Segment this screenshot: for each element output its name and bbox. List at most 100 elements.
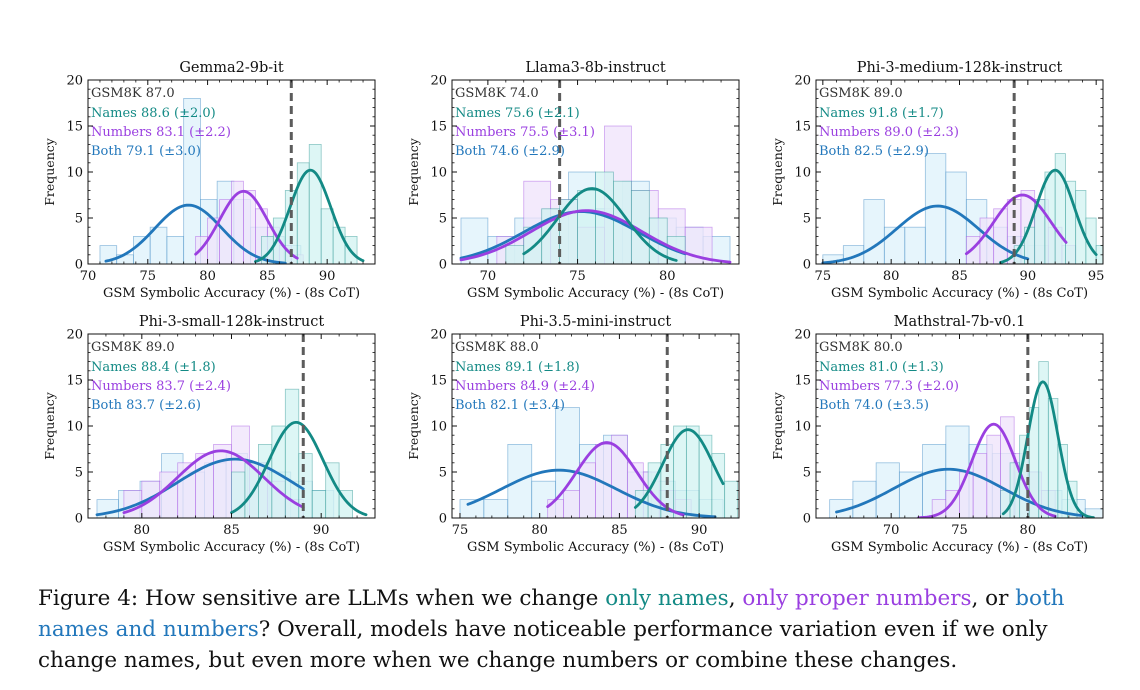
subplot-5: 0 5 10 15 20 75 80 85 90 Phi-3.5-mini-instruct GSM… (406, 314, 740, 555)
kde-curve-both (95, 457, 305, 517)
kde-curve-names (230, 420, 368, 517)
legend-numbers: Numbers 83.1 (±2.2) (91, 125, 231, 140)
chart-title: Gemma2-9b-it (179, 60, 283, 76)
hist-bar-numbers (177, 462, 197, 518)
y-tick-label: 5 (75, 466, 83, 481)
hist-bar-numbers (986, 434, 1001, 518)
kde-curve-names (254, 168, 365, 263)
x-tick-label: 80 (1020, 523, 1037, 538)
kde-curve-numbers (546, 441, 685, 517)
y-axis-label: Frequency (406, 137, 421, 206)
legend-names: Names 81.0 (±1.3) (819, 360, 944, 375)
plot-area (459, 80, 732, 264)
kde-curve-numbers (964, 193, 1068, 256)
x-axis-label: GSM Symbolic Accuracy (%) - (8s CoT) (467, 286, 724, 301)
x-tick-label: 70 (80, 269, 97, 284)
legend-names: Names 88.6 (±2.0) (91, 106, 216, 121)
hist-bar-numbers (972, 453, 988, 518)
y-tick-label: 5 (803, 466, 811, 481)
hist-bar-numbers (547, 499, 565, 518)
legend-reference: GSM8K 80.0 (819, 340, 903, 355)
y-tick-label: 5 (75, 212, 83, 227)
y-tick-label: 15 (430, 374, 447, 389)
hist-bar-names (577, 189, 596, 264)
kde-curve-numbers (459, 209, 732, 264)
kde-curve-numbers (194, 189, 299, 260)
subplot-4: 0 5 10 15 20 80 85 90 Phi-3-small-128k-instruct G… (42, 314, 376, 555)
legend-numbers: Numbers 83.7 (±2.4) (91, 379, 231, 394)
legend-both: Both 82.1 (±3.4) (455, 398, 565, 413)
caption-sep-1: , (728, 586, 743, 611)
y-tick-label: 15 (66, 374, 83, 389)
y-tick-label: 5 (439, 466, 447, 481)
y-tick-label: 10 (66, 166, 83, 181)
y-tick-label: 20 (430, 328, 447, 343)
hist-bar-names (559, 199, 578, 264)
x-tick-label: 85 (223, 523, 240, 538)
y-axis-label: Frequency (42, 137, 57, 206)
y-tick-label: 0 (439, 258, 447, 273)
x-tick-label: 80 (199, 269, 216, 284)
x-tick-label: 80 (659, 269, 676, 284)
legend-numbers: Numbers 77.3 (±2.0) (819, 379, 959, 394)
hist-bar-numbers (959, 471, 974, 518)
x-tick-label: 85 (259, 269, 276, 284)
hist-bar-names (505, 245, 525, 264)
plot-area (829, 334, 1103, 518)
chart-title: Llama3-8b-instruct (525, 60, 665, 76)
legend-reference: GSM8K 87.0 (91, 86, 175, 101)
hist-bar-names (724, 480, 738, 518)
legend-both: Both 83.7 (±2.6) (91, 398, 201, 413)
x-axis-label: GSM Symbolic Accuracy (%) - (8s CoT) (831, 540, 1088, 555)
hist-bar-names (685, 425, 700, 518)
subplot-6: 0 5 10 15 20 70 75 80 Mathstral-7b-v0.1 GSM Symbo… (770, 314, 1104, 555)
y-tick-label: 10 (430, 166, 447, 181)
chart-title: Phi-3-small-128k-instruct (139, 314, 325, 330)
legend-numbers: Numbers 84.9 (±2.4) (455, 379, 595, 394)
legend-numbers: Numbers 89.0 (±2.3) (819, 125, 959, 140)
caption-numbers: only proper numbers (742, 586, 972, 611)
y-tick-label: 0 (803, 512, 811, 527)
x-tick-label: 95 (1088, 269, 1105, 284)
legend-names: Names 75.6 (±2.1) (455, 106, 580, 121)
y-tick-label: 0 (75, 258, 83, 273)
y-tick-label: 5 (803, 212, 811, 227)
y-tick-label: 0 (439, 512, 447, 527)
x-tick-label: 90 (1020, 269, 1037, 284)
legend-numbers: Numbers 75.5 (±3.1) (455, 125, 595, 140)
legend-reference: GSM8K 74.0 (455, 86, 539, 101)
y-tick-label: 10 (430, 420, 447, 435)
x-tick-label: 80 (531, 523, 548, 538)
kde-curve-names (1001, 380, 1095, 518)
y-tick-label: 15 (430, 120, 447, 135)
x-tick-label: 90 (691, 523, 708, 538)
x-tick-label: 80 (883, 269, 900, 284)
x-axis-label: GSM Symbolic Accuracy (%) - (8s CoT) (103, 540, 360, 555)
caption-suffix: ? Overall, models have noticeable perfor… (38, 617, 1048, 673)
kde-curve-both (104, 203, 287, 264)
y-tick-label: 15 (794, 120, 811, 135)
plot-area (821, 80, 1103, 264)
x-axis-label: GSM Symbolic Accuracy (%) - (8s CoT) (467, 540, 724, 555)
x-tick-label: 75 (951, 523, 968, 538)
y-tick-label: 0 (75, 512, 83, 527)
legend-names: Names 88.4 (±1.8) (91, 360, 216, 375)
subplot-1: 0 5 10 15 20 70 75 80 85 90 Gemma2-9b-it GSM Symbol… (42, 60, 376, 301)
hist-bar-numbers (213, 443, 232, 518)
plot-area (99, 80, 365, 264)
y-axis-label: Frequency (42, 391, 57, 460)
hist-bar-names (311, 489, 327, 518)
hist-bar-both (904, 226, 926, 264)
caption-both: both names and numbers (38, 586, 1065, 642)
hist-bar-names (320, 208, 334, 264)
kde-curve-numbers (917, 422, 1057, 518)
y-tick-label: 20 (66, 328, 83, 343)
x-tick-label: 75 (140, 269, 157, 284)
chart-grid: 0 5 10 15 20 70 75 80 85 90 Gemma2-9b-it GSM Symbol… (42, 60, 1105, 555)
x-tick-label: 90 (313, 523, 330, 538)
caption-prefix: Figure 4: How sensitive are LLMs when we… (38, 586, 606, 611)
legend-both: Both 74.0 (±3.5) (819, 398, 929, 413)
x-tick-label: 90 (319, 269, 336, 284)
legend-both: Both 74.6 (±2.9) (455, 144, 565, 159)
kde-curve-both (835, 467, 1084, 517)
